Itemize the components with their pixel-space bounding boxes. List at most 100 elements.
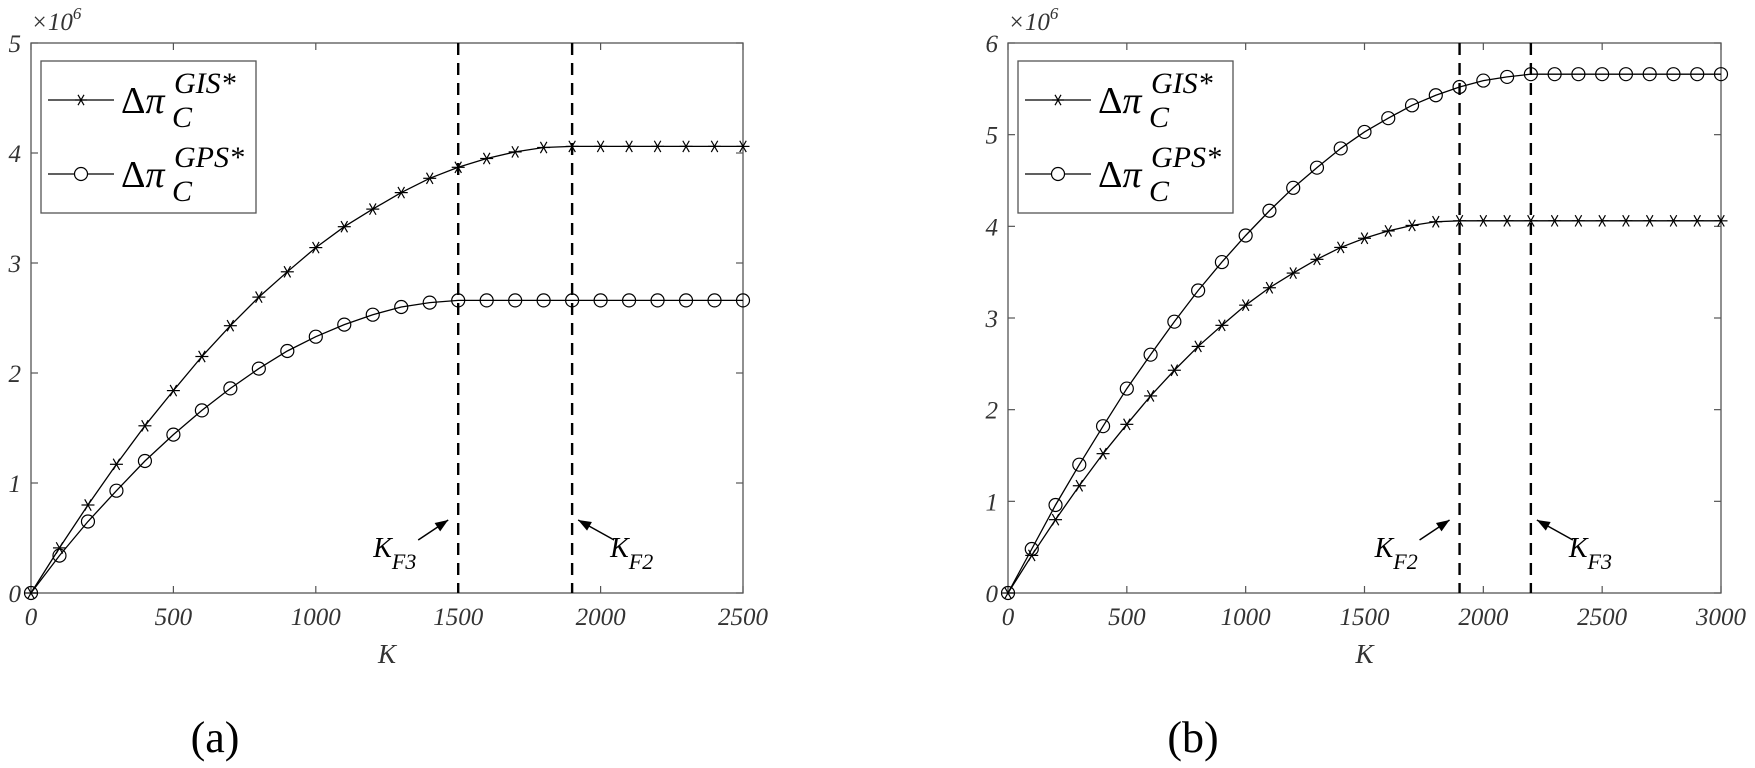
asterisk-marker: [1239, 299, 1253, 312]
threshold-annotation: KF2: [1374, 533, 1418, 574]
circle-marker: [1024, 541, 1039, 557]
asterisk-marker: [451, 161, 465, 174]
circle-marker: [1214, 254, 1230, 270]
circle-marker: [1095, 419, 1111, 434]
asterisk-marker: [1548, 214, 1562, 227]
circle-marker: [194, 403, 209, 418]
asterisk-marker: [366, 203, 380, 216]
asterisk-marker: [565, 140, 579, 153]
asterisk-marker: [1096, 447, 1110, 460]
y-tick-label: 2: [9, 361, 22, 388]
legend-label: Δπ: [121, 154, 165, 196]
asterisk-marker: [1167, 364, 1181, 377]
asterisk-marker: [52, 541, 66, 554]
asterisk-marker: [423, 172, 437, 185]
series-line: [1007, 73, 1721, 594]
asterisk-marker: [138, 419, 152, 432]
x-tick-label: 2500: [718, 604, 769, 631]
panel-label: (a): [191, 713, 240, 762]
x-tick-label: 0: [25, 604, 38, 631]
y-multiplier: ×106: [31, 4, 82, 36]
y-tick-label: 5: [9, 31, 22, 58]
circle-marker: [565, 293, 580, 308]
circle-marker: [1571, 67, 1586, 82]
circle-marker: [735, 293, 751, 308]
circle-marker: [1357, 124, 1372, 140]
circle-marker: [365, 307, 380, 322]
legend-superscript: GPS*: [174, 141, 244, 174]
legend-label: Δπ: [121, 80, 165, 122]
asterisk-marker: [1358, 232, 1371, 245]
circle-marker: [1333, 141, 1348, 156]
circle-marker: [1499, 69, 1515, 85]
circle-marker: [1309, 160, 1325, 175]
asterisk-marker: [309, 241, 323, 254]
x-tick-label: 500: [1108, 604, 1146, 631]
asterisk-marker: [1286, 267, 1300, 280]
x-tick-label: 1500: [433, 604, 484, 631]
asterisk-marker: [1476, 214, 1490, 227]
circle-marker: [23, 585, 39, 601]
circle-marker: [1048, 497, 1063, 513]
asterisk-marker: [1524, 214, 1538, 227]
circle-marker: [593, 293, 608, 308]
asterisk-marker: [1191, 340, 1205, 353]
circle-marker: [479, 293, 494, 308]
circle-marker: [1547, 67, 1562, 82]
y-tick-label: 6: [986, 31, 999, 58]
x-tick-label: 3000: [1695, 604, 1747, 631]
asterisk-marker: [736, 140, 750, 153]
circle-marker: [1167, 314, 1182, 329]
circle-marker: [109, 483, 124, 498]
circle-marker: [707, 293, 722, 308]
circle-marker: [1523, 67, 1538, 82]
chart-panel-b: 0 500 1000 1500 2000 2500 3000 0 1 2 3 4 5 6 ×106 K KF2 K…: [985, 4, 1747, 762]
asterisk-marker: [1144, 389, 1158, 402]
circle-marker: [1286, 180, 1301, 195]
asterisk-marker: [508, 145, 522, 158]
asterisk-marker: [1049, 513, 1063, 526]
legend: Δπ GIS*CΔπ GPS*C: [40, 60, 257, 214]
panel-label: (b): [1167, 713, 1218, 762]
circle-marker: [1476, 73, 1491, 88]
circle-marker: [1428, 88, 1443, 103]
asterisk-marker: [394, 186, 408, 199]
y-tick-label: 4: [9, 141, 22, 168]
legend-superscript: GIS*: [1151, 67, 1213, 100]
asterisk-marker: [537, 141, 551, 154]
asterisk-marker: [1690, 214, 1704, 227]
asterisk-marker: [166, 384, 180, 397]
asterisk-marker-icon: [1052, 94, 1064, 106]
circle-marker: [52, 548, 67, 563]
asterisk-marker: [1453, 214, 1467, 227]
circle-marker: [650, 293, 665, 308]
threshold-annotation: KF3: [1568, 533, 1612, 574]
legend-subscript: C: [1149, 175, 1170, 208]
asterisk-marker: [1619, 214, 1633, 227]
circle-marker: [1238, 228, 1253, 243]
x-tick-label: 2000: [576, 604, 627, 631]
circle-marker: [1618, 67, 1634, 82]
asterisk-marker: [337, 220, 351, 233]
asterisk-marker: [109, 458, 123, 471]
asterisk-marker: [81, 499, 95, 511]
circle-marker: [1666, 67, 1681, 82]
circle-marker: [1191, 283, 1206, 298]
circle-marker: [337, 317, 352, 332]
circle-marker: [1072, 457, 1087, 472]
circle-marker: [223, 381, 238, 396]
circle-marker: [1690, 67, 1705, 82]
asterisk-marker: [252, 291, 266, 304]
threshold-annotation: KF3: [372, 533, 416, 574]
circle-marker: [621, 293, 637, 308]
x-tick-label: 0: [1002, 604, 1015, 631]
asterisk-marker: [1429, 215, 1443, 228]
circle-marker: [280, 343, 295, 359]
x-tick-label: 1500: [1340, 604, 1391, 631]
asterisk-marker: [280, 265, 294, 278]
circle-marker: [678, 293, 694, 308]
x-tick-label: 1000: [1221, 604, 1272, 631]
arrow-icon: [434, 520, 449, 532]
y-tick-label: 1: [986, 489, 999, 516]
